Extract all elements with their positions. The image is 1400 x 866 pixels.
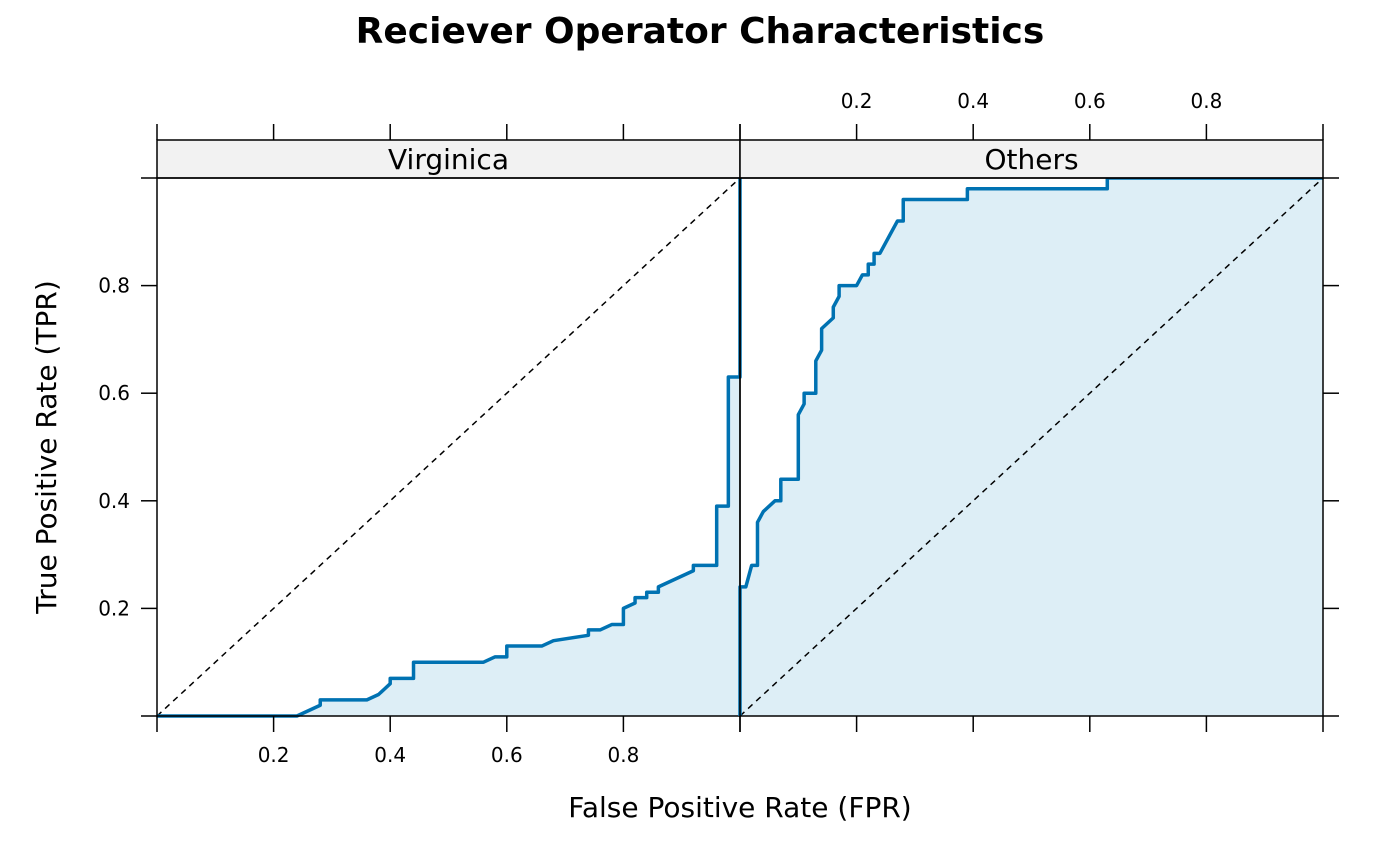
y-tick-label: 0.2 <box>98 596 130 620</box>
diagonal-reference-line <box>156 177 741 717</box>
x-tick-label-top: 0.6 <box>1074 89 1106 113</box>
y-tick-label: 0.8 <box>98 274 130 298</box>
x-tick-label-top: 0.4 <box>957 89 989 113</box>
panel-border <box>739 177 1324 717</box>
strip-background <box>739 139 1324 179</box>
chart-title: Reciever Operator Characteristics <box>356 11 1045 52</box>
diagonal-reference-line <box>739 177 1324 717</box>
x-tick-label-bottom: 0.8 <box>607 743 639 767</box>
panel-others: Others <box>738 139 1324 717</box>
roc-curve-others <box>738 176 1323 716</box>
plot-layer: Virginica Others 0.2 0.2 0.4 0.4 0.6 0.6 0.8 0.8 0… <box>98 89 1339 767</box>
strip-label-others: Others <box>984 143 1078 176</box>
y-axis-label: True Positive Rate (TPR) <box>30 280 63 615</box>
roc-area-virginica <box>157 178 740 716</box>
x-tick-label-top: 0.8 <box>1190 89 1222 113</box>
roc-curve-virginica <box>157 178 742 718</box>
strip-label-virginica: Virginica <box>388 143 509 176</box>
x-tick-label-bottom: 0.6 <box>491 743 523 767</box>
strip-background <box>156 139 741 179</box>
x-tick-label-top: 0.2 <box>841 89 873 113</box>
x-axis-label: False Positive Rate (FPR) <box>568 791 911 824</box>
x-tick-label-bottom: 0.4 <box>374 743 406 767</box>
panel-virginica: Virginica <box>156 139 742 718</box>
y-tick-label: 0.6 <box>98 381 130 405</box>
x-tick-label-bottom: 0.2 <box>258 743 290 767</box>
y-tick-label: 0.4 <box>98 489 130 513</box>
